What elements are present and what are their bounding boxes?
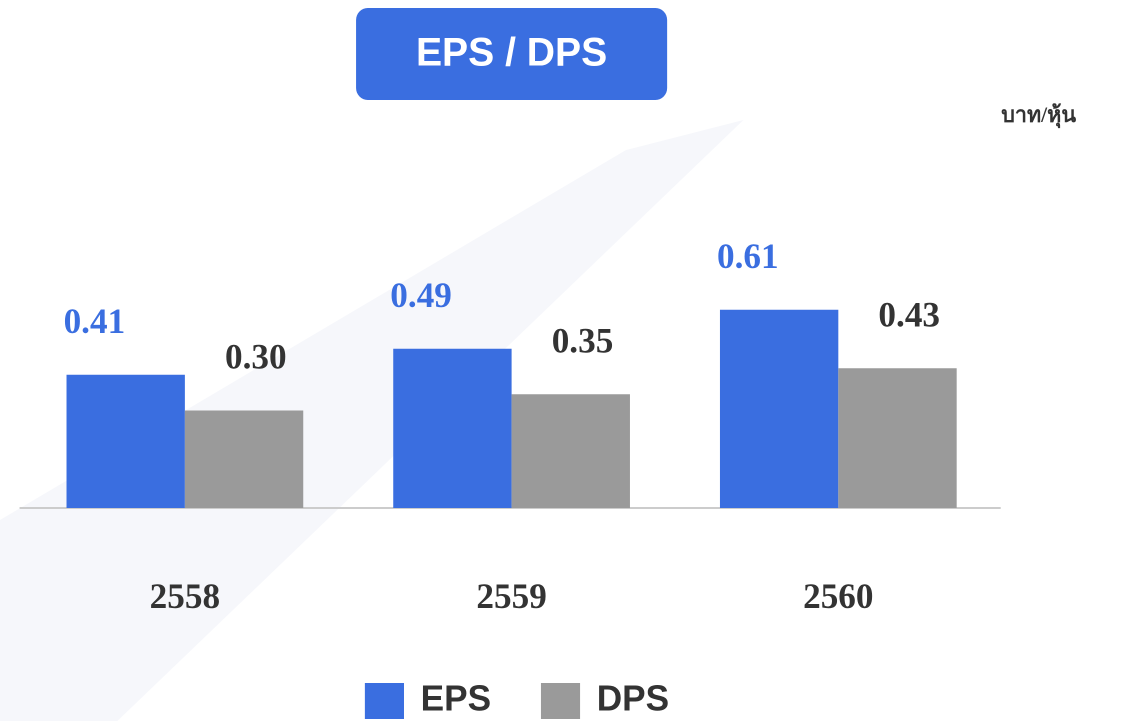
value-label: 0.30 [225, 336, 287, 376]
legend-swatch [540, 683, 581, 719]
unit-label: บาท/หุ้น [1001, 103, 1076, 129]
x-tick-label: 2559 [476, 576, 546, 616]
background-decoration [0, 120, 744, 721]
bar [719, 309, 839, 508]
bar [184, 410, 304, 508]
title-box [356, 8, 668, 100]
value-label: 0.35 [552, 320, 614, 360]
bar [838, 368, 957, 508]
chart-title: EPS / DPS [416, 30, 607, 74]
bar [393, 348, 512, 508]
bar [511, 394, 630, 508]
value-label: 0.61 [717, 236, 779, 276]
x-tick-label: 2558 [150, 576, 220, 616]
value-label: 0.49 [390, 275, 452, 315]
x-tick-label: 2560 [803, 576, 873, 616]
bar [66, 374, 185, 508]
legend-label: EPS [421, 678, 491, 718]
legend-swatch [364, 683, 404, 719]
value-label: 0.41 [64, 301, 126, 341]
legend-label: DPS [597, 678, 669, 718]
value-label: 0.43 [878, 294, 940, 334]
